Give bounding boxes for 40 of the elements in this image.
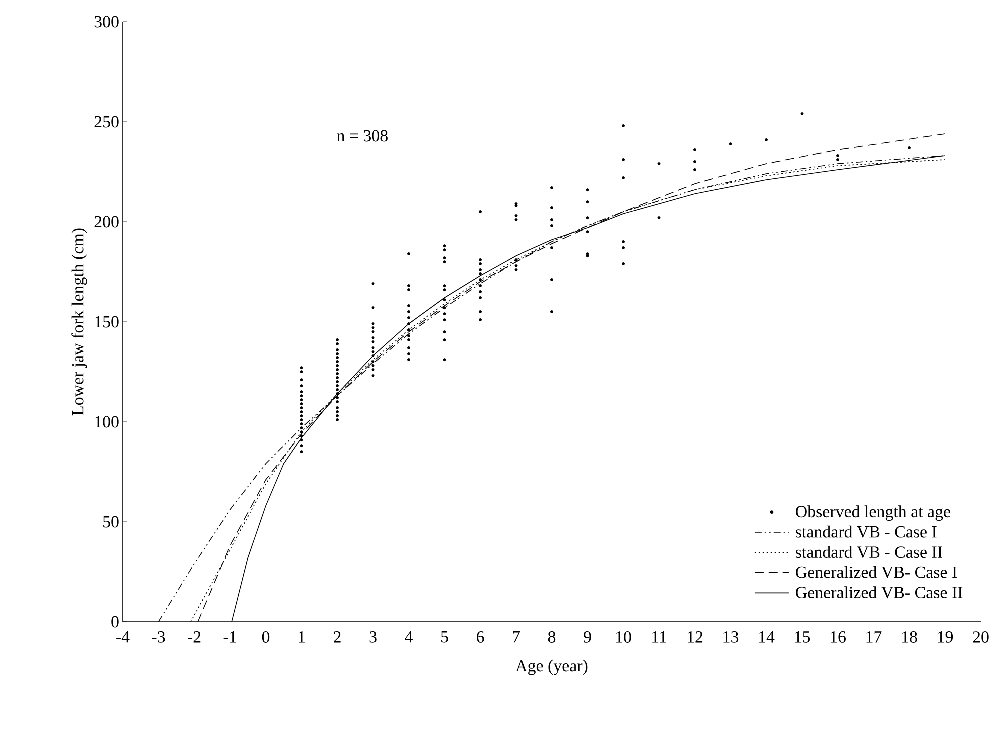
x-tick-label: 6 bbox=[477, 632, 484, 643]
x-tick-label: 19 bbox=[938, 632, 954, 643]
legend-label: Generalized VB- Case I bbox=[796, 566, 958, 578]
x-tick-label: 7 bbox=[513, 632, 520, 643]
x-tick-label: 9 bbox=[584, 632, 592, 643]
x-tick-label: 13 bbox=[724, 632, 739, 643]
x-tick-label: 10 bbox=[616, 632, 632, 643]
x-tick-label: -3 bbox=[152, 632, 166, 643]
x-tick-label: 1 bbox=[299, 632, 305, 643]
x-tick-label: 12 bbox=[688, 632, 703, 643]
x-tick-label: 14 bbox=[760, 632, 775, 643]
y-axis-title: Lower jaw fork length (cm) bbox=[72, 228, 88, 416]
y-tick-label: 300 bbox=[94, 16, 119, 28]
legend-label: Observed length at age bbox=[796, 506, 950, 522]
y-tick-label: 200 bbox=[94, 216, 119, 228]
legend-label: standard VB - Case II bbox=[796, 546, 942, 558]
y-tick-label: 100 bbox=[96, 416, 119, 428]
x-tick-label: 20 bbox=[973, 632, 989, 643]
x-tick-label: 17 bbox=[866, 632, 882, 643]
x-tick-label: 11 bbox=[652, 632, 666, 643]
x-tick-label: 16 bbox=[831, 632, 846, 643]
y-tick-label: 150 bbox=[96, 316, 119, 328]
y-tick-label: 250 bbox=[94, 116, 119, 128]
x-tick-label: 18 bbox=[902, 632, 918, 643]
legend-label: standard VB - Case I bbox=[796, 526, 937, 538]
x-tick-label: 5 bbox=[442, 632, 448, 643]
x-tick-label: 4 bbox=[405, 632, 413, 643]
x-tick-label: 15 bbox=[795, 632, 810, 643]
x-tick-label: -2 bbox=[188, 632, 201, 643]
x-tick-label: -1 bbox=[224, 632, 236, 643]
x-tick-label: 0 bbox=[262, 632, 270, 643]
x-tick-label: 3 bbox=[370, 632, 377, 643]
x-tick-label: 8 bbox=[548, 632, 556, 643]
annotation: n = 308 bbox=[337, 130, 388, 142]
x-axis-title: Age (year) bbox=[516, 660, 588, 676]
legend-label: Generalized VB- Case II bbox=[796, 586, 963, 599]
x-tick-label: 2 bbox=[334, 632, 341, 643]
y-tick-label: 0 bbox=[112, 616, 119, 628]
x-tick-label: -4 bbox=[116, 632, 130, 643]
y-tick-label: 50 bbox=[104, 516, 119, 528]
